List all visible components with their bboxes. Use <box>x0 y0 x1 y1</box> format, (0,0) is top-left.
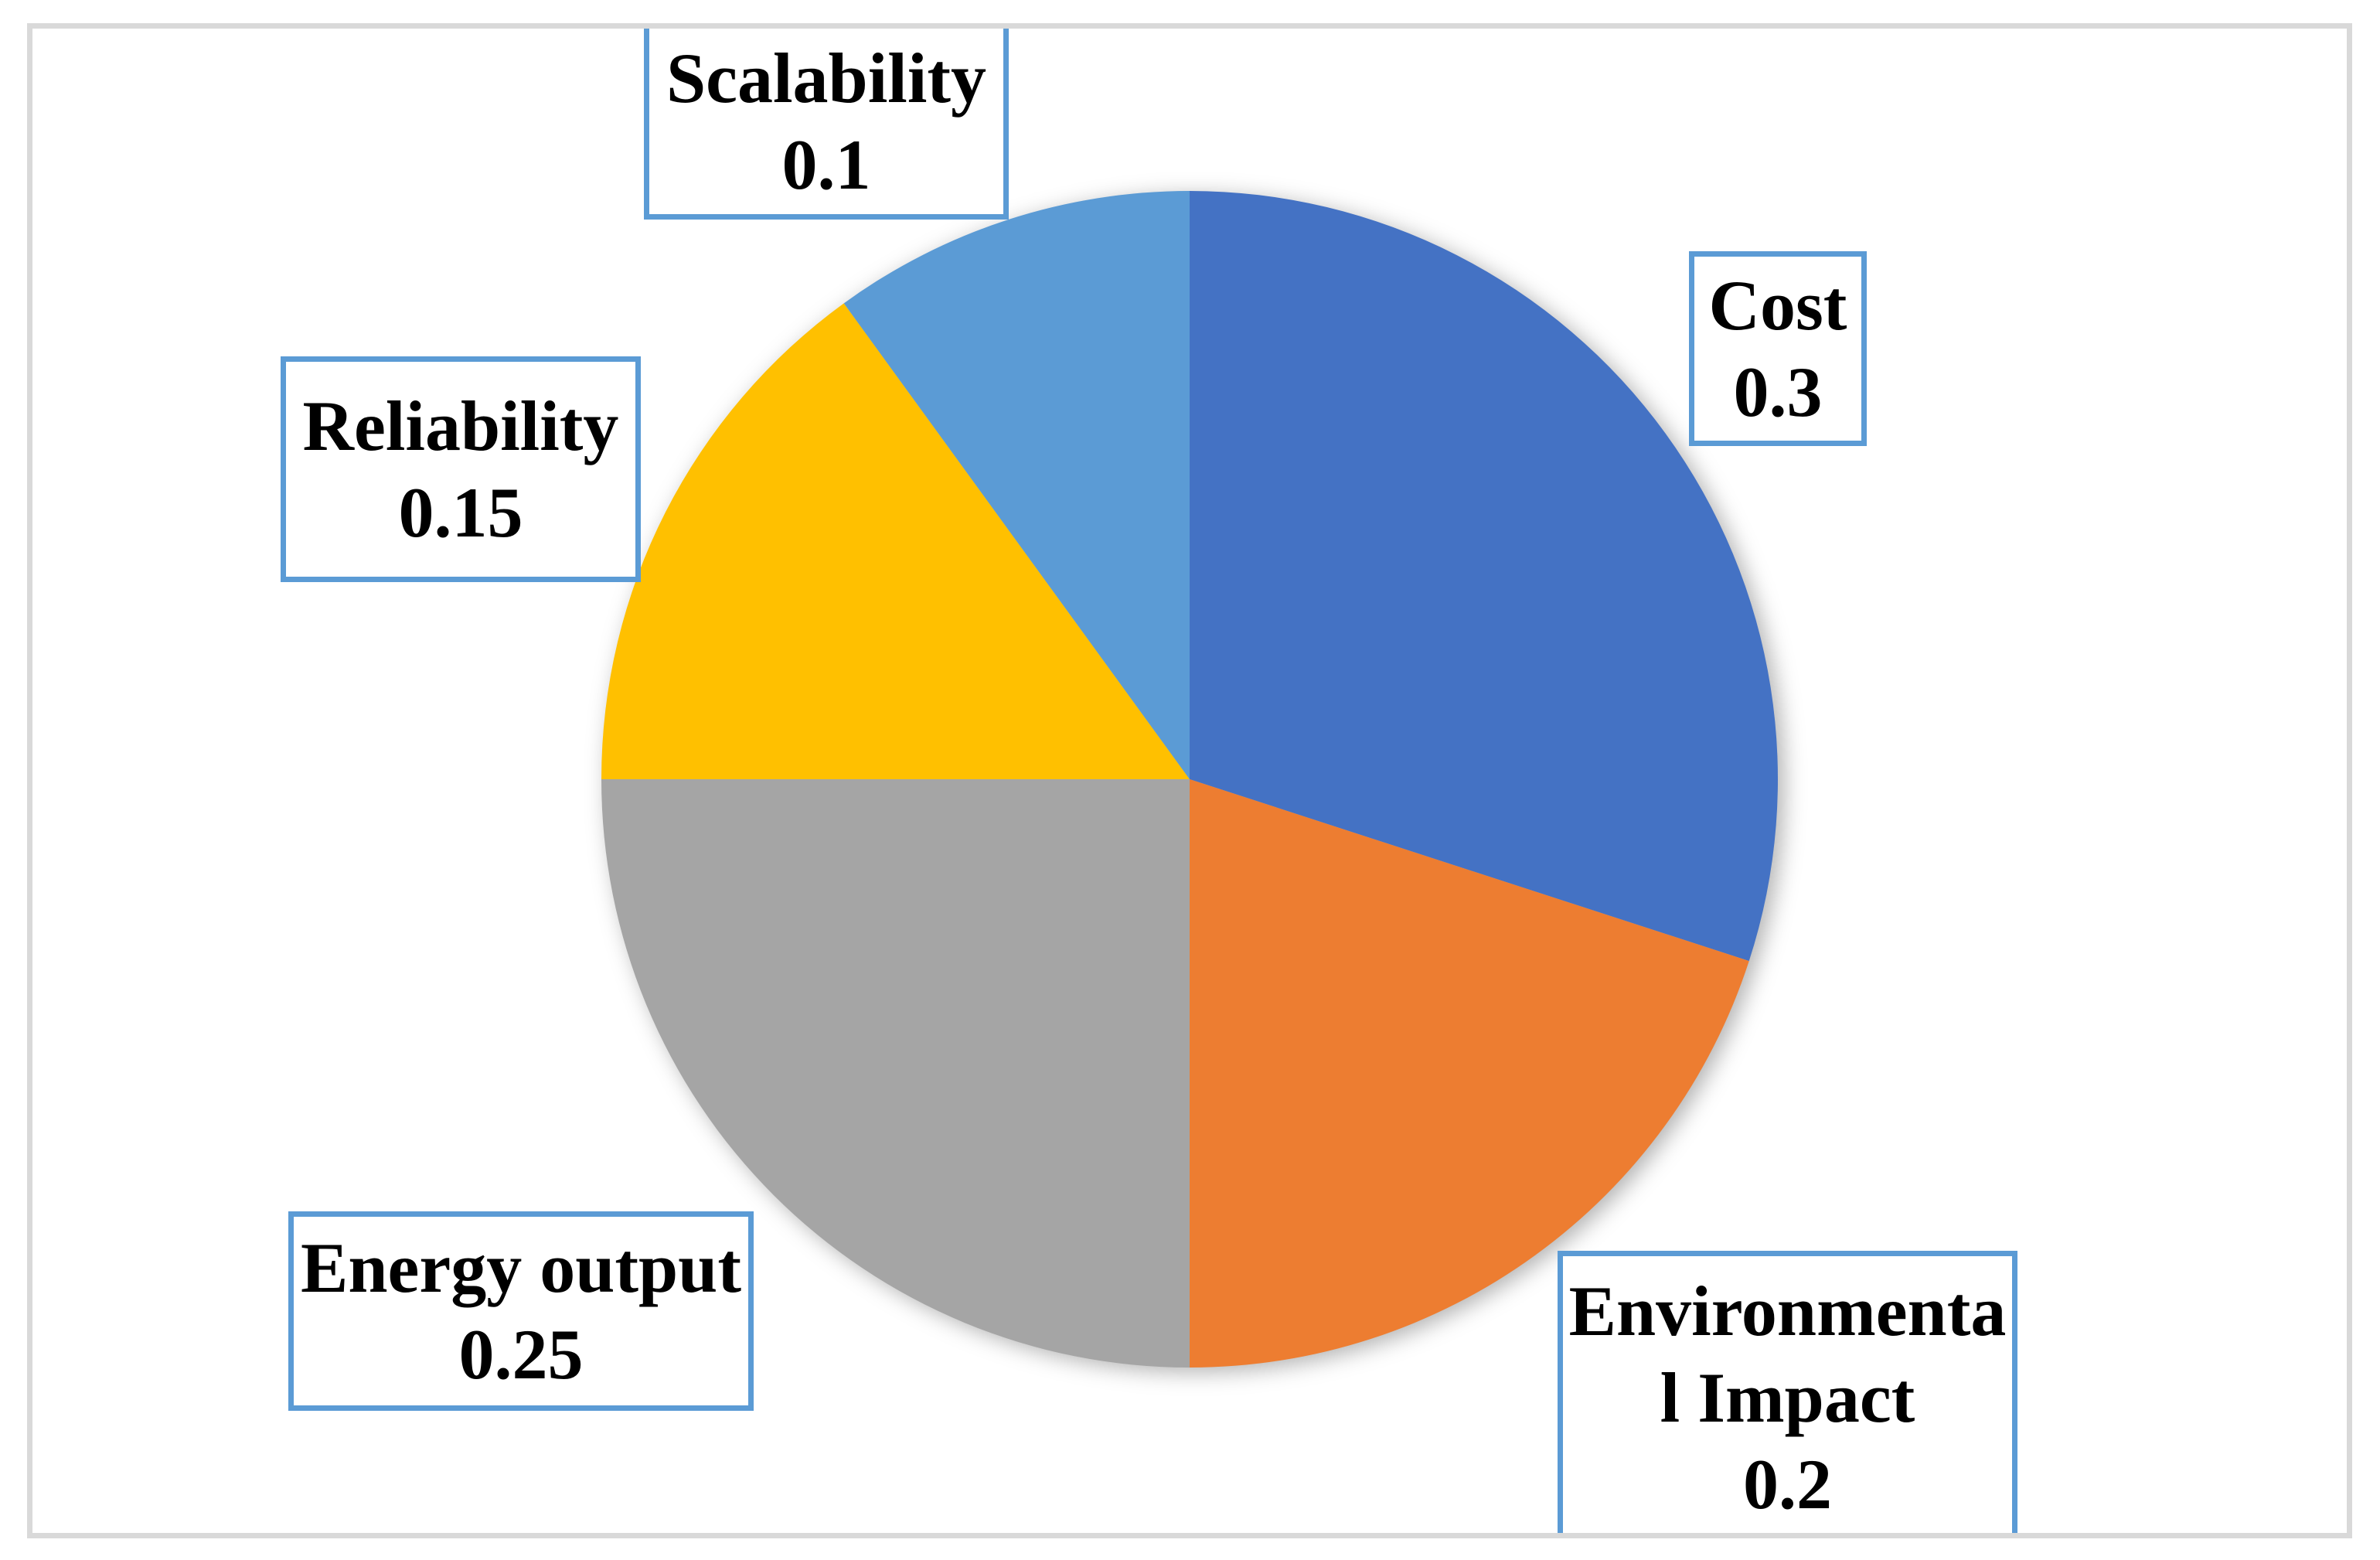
label-energy-output-value: 0.25 <box>458 1315 584 1394</box>
label-box-reliability: Reliability 0.15 <box>281 356 641 582</box>
label-environmental-impact-line2: l Impact <box>1660 1358 1915 1437</box>
pie-slice-environmental-impact <box>1190 779 1749 1368</box>
label-environmental-impact-line1: Environmenta <box>1568 1272 2007 1351</box>
label-box-environmental-impact: Environmenta l Impact 0.2 <box>1558 1251 2017 1533</box>
pie-slice-reliability <box>601 303 1190 780</box>
label-scalability-value: 0.1 <box>781 124 871 204</box>
pie-slice-cost <box>1190 191 1778 962</box>
label-reliability-name: Reliability <box>302 387 619 465</box>
label-box-energy-output: Energy output 0.25 <box>288 1211 754 1411</box>
label-energy-output-name: Energy output <box>301 1228 741 1307</box>
label-cost-name: Cost <box>1708 266 1847 345</box>
pie-chart <box>601 191 1778 1368</box>
pie-slice-energy-output <box>601 779 1190 1368</box>
chart-frame: Scalability 0.1 Cost 0.3 Reliability 0.1… <box>27 23 2352 1538</box>
label-reliability-value: 0.15 <box>398 473 523 552</box>
pie-slice-scalability <box>843 191 1190 779</box>
label-cost-value: 0.3 <box>1733 353 1823 431</box>
label-box-cost: Cost 0.3 <box>1689 251 1867 446</box>
label-box-scalability: Scalability 0.1 <box>644 29 1009 220</box>
label-scalability-name: Scalability <box>666 38 987 118</box>
label-environmental-impact-value: 0.2 <box>1743 1445 1832 1524</box>
